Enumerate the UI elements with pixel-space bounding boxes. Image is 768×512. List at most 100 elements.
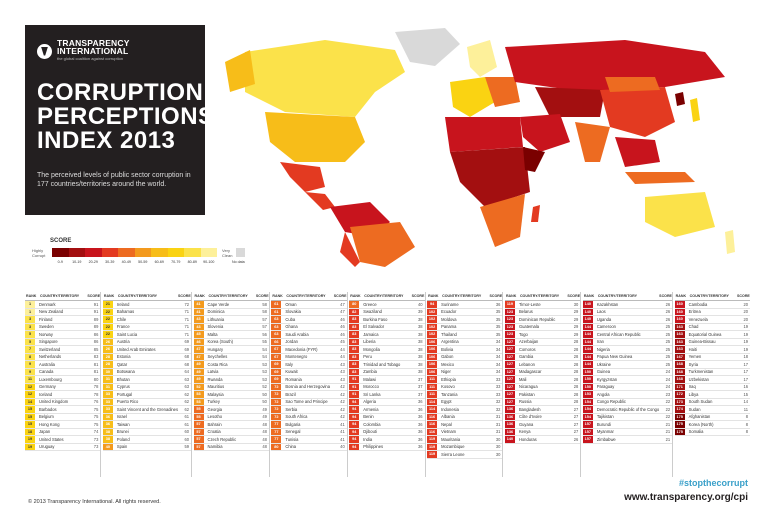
score-cell: 19	[743, 331, 749, 337]
table-column: RANK COUNTRY/TERRITORY SCORE 119 Timor-Leste…	[504, 292, 582, 477]
country-cell: Poland	[116, 436, 130, 442]
country-cell: Bangladesh	[518, 406, 541, 412]
country-cell: Afghanistan	[688, 414, 711, 420]
rank-cell: 8	[25, 353, 35, 360]
table-row: 144 Nigeria 25	[582, 346, 673, 354]
rank-cell: 144	[582, 346, 593, 353]
score-cell: 26	[573, 436, 579, 442]
rank-cell: 83	[349, 368, 360, 375]
table-row: 136 Côte d'Ivoire 27	[504, 413, 581, 421]
country-cell: Bulgaria	[285, 421, 301, 427]
score-cell: 30	[495, 451, 501, 457]
country-cell: Panama	[441, 324, 457, 330]
header-cell: SCORE	[567, 294, 581, 298]
score-cell: 34	[495, 361, 501, 367]
table-row: 18 Japan 74	[25, 428, 101, 436]
table-row: 49 Rwanda 53	[193, 376, 269, 384]
country-cell: Lesotho	[207, 414, 223, 420]
country-cell: Nepal	[441, 421, 452, 427]
legend-swatch	[167, 248, 184, 257]
score-cell: 71	[184, 331, 190, 337]
country-cell: Peru	[363, 354, 372, 360]
table-row: 175 Somalia 8	[674, 428, 751, 436]
rank-cell: 123	[504, 316, 515, 323]
score-cell: 48	[262, 421, 267, 427]
score-cell: 54	[262, 346, 267, 352]
score-cell: 36	[418, 444, 423, 450]
score-cell: 28	[573, 376, 579, 382]
table-row: 43 Lithuania 57	[193, 316, 269, 324]
table-column: RANK COUNTRY/TERRITORY SCORE 41 Cape Verde 58…	[193, 292, 270, 477]
country-cell: Democratic Republic of the Congo	[596, 406, 660, 412]
header-cell: RANK	[272, 294, 283, 298]
country-cell: Angola	[596, 391, 610, 397]
map-central-asia	[535, 87, 605, 117]
country-cell: Finland	[39, 316, 53, 322]
rank-cell: 127	[504, 368, 515, 375]
score-cell: 60	[184, 429, 190, 435]
header-cell: COUNTRY/TERRITORY	[40, 294, 80, 298]
rank-cell: 67	[271, 353, 282, 360]
table-row: 61 Slovakia 47	[271, 308, 347, 316]
score-cell: 68	[184, 354, 190, 360]
rank-cell: 15	[25, 413, 35, 420]
table-column: RANK COUNTRY/TERRITORY SCORE 1 Denmark 91 1 New…	[25, 292, 102, 477]
country-cell: Syria	[688, 361, 698, 367]
score-cell: 69	[184, 346, 190, 352]
table-column: RANK COUNTRY/TERRITORY SCORE 80 Greece 40 82 Sw…	[349, 292, 426, 477]
table-row: 26 Austria 69	[102, 338, 192, 346]
table-row: 91 Sri Lanka 37	[349, 391, 425, 399]
table-header: RANK COUNTRY/TERRITORY SCORE	[193, 292, 269, 301]
country-cell: Haiti	[688, 346, 697, 352]
country-cell: Israel	[116, 414, 127, 420]
score-cell: 17	[743, 369, 749, 375]
table-row: 127 Comoros 28	[504, 346, 581, 354]
country-cell: Ukraine	[596, 361, 611, 367]
score-cell: 43	[340, 369, 345, 375]
hashtag[interactable]: #stopthecorrupt	[678, 478, 748, 488]
country-cell: Macedonia (FYR)	[285, 346, 318, 352]
table-row: 38 Poland 60	[102, 436, 192, 444]
map-north-africa	[445, 117, 523, 152]
rank-cell: 83	[349, 353, 360, 360]
score-cell: 71	[184, 309, 190, 315]
table-row: 94 Algeria 36	[349, 398, 425, 406]
country-cell: Sweden	[39, 324, 54, 330]
table-row: 140 Laos 26	[582, 308, 673, 316]
table-row: 9 Canada 81	[25, 368, 101, 376]
table-row: 1 New Zealand 91	[25, 308, 101, 316]
score-cell: 38	[418, 339, 423, 345]
rank-cell: 140	[582, 316, 593, 323]
country-cell: Senegal	[285, 429, 301, 435]
country-cell: Thailand	[441, 331, 457, 337]
table-row: 55 Georgia 49	[193, 406, 269, 414]
table-row: 168 Syria 17	[674, 361, 751, 369]
world-map	[225, 28, 735, 267]
table-row: 175 Korea (North) 8	[674, 421, 751, 429]
website-link[interactable]: www.transparency.org/cpi	[624, 492, 748, 503]
rank-cell: 171	[674, 383, 685, 390]
country-cell: Tunisia	[285, 436, 299, 442]
score-cell: 20	[743, 316, 749, 322]
rank-cell: 63	[271, 316, 282, 323]
table-row: 41 Dominica 58	[193, 308, 269, 316]
rank-cell: 144	[582, 323, 593, 330]
rank-cell: 67	[271, 346, 282, 353]
rank-cell: 83	[349, 338, 360, 345]
table-row: 49 Costa Rica 53	[193, 361, 269, 369]
header-cell: COUNTRY/TERRITORY	[689, 294, 729, 298]
country-cell: Barbados	[39, 406, 57, 412]
score-cell: 68	[184, 361, 190, 367]
score-cell: 53	[262, 361, 267, 367]
country-cell: Sao Tome and Principe	[285, 399, 328, 405]
legend-highly-corrupt: Highly Corrupt	[32, 248, 46, 258]
header-cell: COUNTRY/TERRITORY	[442, 294, 482, 298]
score-cell: 38	[418, 354, 423, 360]
score-cell: 81	[93, 369, 99, 375]
rank-cell: 123	[504, 308, 515, 315]
country-cell: Vietnam	[441, 429, 457, 435]
country-cell: Dominica	[207, 309, 225, 315]
table-row: 136 Kenya 27	[504, 428, 581, 436]
rank-cell: 57	[193, 436, 204, 443]
country-cell: Greece	[363, 301, 377, 307]
